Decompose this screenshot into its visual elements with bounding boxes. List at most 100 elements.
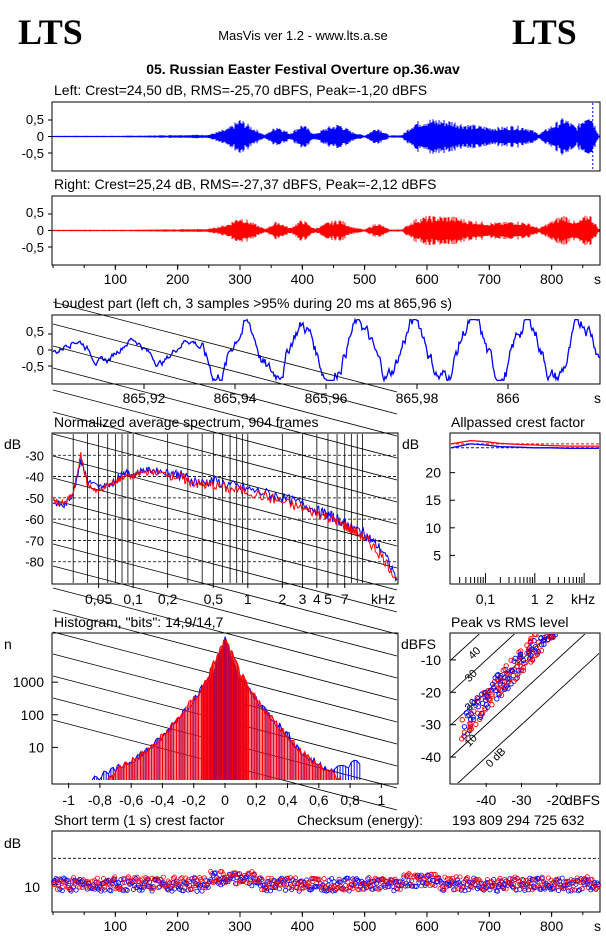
peakrms-point [489,691,495,697]
peakrms-xlabel-2: -20 [547,792,567,808]
peakrms-point [509,668,516,674]
shortcrest-point-right [194,877,200,883]
peakrms-point [511,658,517,664]
right-ytick-1: 0,5 [26,205,44,220]
loudest-title: Loudest part (left ch, 3 samples >95% du… [54,295,452,311]
peakrms-point [524,642,530,648]
allpassed-series-1 [450,439,599,447]
shortcrest-point-right [352,877,358,883]
shortcrest-point-right [316,876,322,882]
logo-left: LTS [18,12,83,52]
shortcrest-point-right [180,878,186,884]
shortcrest-point-right [143,875,149,881]
shortcrest-point-right [569,887,575,893]
left-waveform-plot [48,103,600,170]
shortcrest-point-right [52,882,58,888]
shortcrest-point-left [264,888,270,894]
shortcrest-point-left [386,884,392,890]
shortcrest-point-left [377,885,383,891]
spectrum-xlabel-1: 0,1 [123,591,143,607]
shortcrest-point-left [157,884,163,890]
allpassed-frame [449,432,601,585]
peakrms-point [483,697,489,703]
shortcrest-point-left [219,876,225,882]
peakrms-xlabel-1: -30 [511,792,531,808]
shortcrest-point-right [246,870,252,876]
shortcrest-point-right [132,875,138,881]
shortcrest-point-right [451,880,457,886]
peakrms-point [474,695,480,701]
allpassed-ytick-2: 10 [425,520,441,536]
shortcrest-point-left [481,887,487,893]
time-axis-1-unit: s [594,271,601,287]
peakrms-frame [449,632,601,785]
peakrms-point [540,637,546,644]
shortcrest-point-right [266,882,272,888]
shortcrest-point-left [413,884,419,890]
shortcrest-point-right [514,876,520,882]
shortcrest-point-left [276,886,282,892]
shortcrest-point-right [413,873,419,879]
peakrms-point [568,610,572,614]
shortcrest-point-right [186,879,192,885]
shortcrest-point-right [365,884,371,890]
shortcrest-point-left [461,880,467,886]
peakrms-diag-label-1: 30 [463,668,480,685]
shortcrest-point-left [97,884,103,890]
time-axis-2-label-4: 500 [353,918,377,934]
peakrms-point [528,637,534,643]
allpassed-xlabel-2: 2 [546,591,554,607]
spectrum-xunit: kHz [371,591,395,607]
spectrum-slope-4 [52,389,398,481]
peakrms-point [502,684,508,690]
peakrms-point [520,665,527,671]
shortcrest-point-right [107,882,113,888]
peakrms-point [576,586,580,590]
spectrum-xlabel-9: 7 [341,591,349,607]
shortcrest-point-left [64,877,70,883]
shortcrest-point-right [406,871,412,877]
shortcrest-point-right [578,880,584,886]
shortcrest-point-right [341,887,347,893]
shortcrest-point-right [176,882,182,888]
peakrms-point [568,613,572,617]
shortcrest-point-right [579,886,585,892]
peakrms-point [498,692,505,699]
shortcrest-point-left [539,876,545,882]
shortcrest-point-right [405,872,411,878]
peakrms-point [485,704,491,710]
app-title: MasVis ver 1.2 - www.lts.a.se [218,28,388,43]
peakrms-point [532,634,538,638]
spectrum-xlabel-7: 4 [313,591,321,607]
shortcrest-point-right [113,886,119,892]
peakrms-point [468,726,474,732]
shortcrest-point-left [113,880,119,886]
shortcrest-point-right [380,876,386,882]
peakrms-ytick-1: -20 [421,684,441,700]
shortcrest-point-left [583,876,589,882]
loudest-axis: 865,92 865,94 865,96 865,98 866 s [123,384,601,406]
shortcrest-point-left [370,886,376,892]
shortcrest-point-right [150,886,156,892]
allpassed-series-0 [450,443,599,449]
histogram-xlabel-6: 0,2 [247,792,267,808]
shortcrest-point-right [224,874,230,880]
time-axis-1: 100 200 300 400 500 600 700 800 s [52,265,601,287]
shortcrest-point-left [482,881,488,887]
time-axis-2-label-2: 300 [228,918,252,934]
left-ytick-2: 0 [37,129,44,144]
shortcrest-point-right [310,879,316,885]
shortcrest-point-right [240,878,246,884]
loudest-ytick-2: 0 [37,343,44,358]
time-axis-1-label-1: 200 [166,271,190,287]
histogram-ytick-2: 10 [28,739,44,755]
histogram-series-1 [107,639,342,781]
shortcrest-point-left [137,887,143,893]
shortcrest-point-left [561,886,567,892]
peakrms-point [493,687,499,694]
shortcrest-point-right [549,880,555,886]
peakrms-title: Peak vs RMS level [451,614,568,630]
shortcrest-point-right [59,885,65,891]
shortcrest-point-right [441,886,447,892]
histogram-xlabel-4: -0,2 [182,792,206,808]
